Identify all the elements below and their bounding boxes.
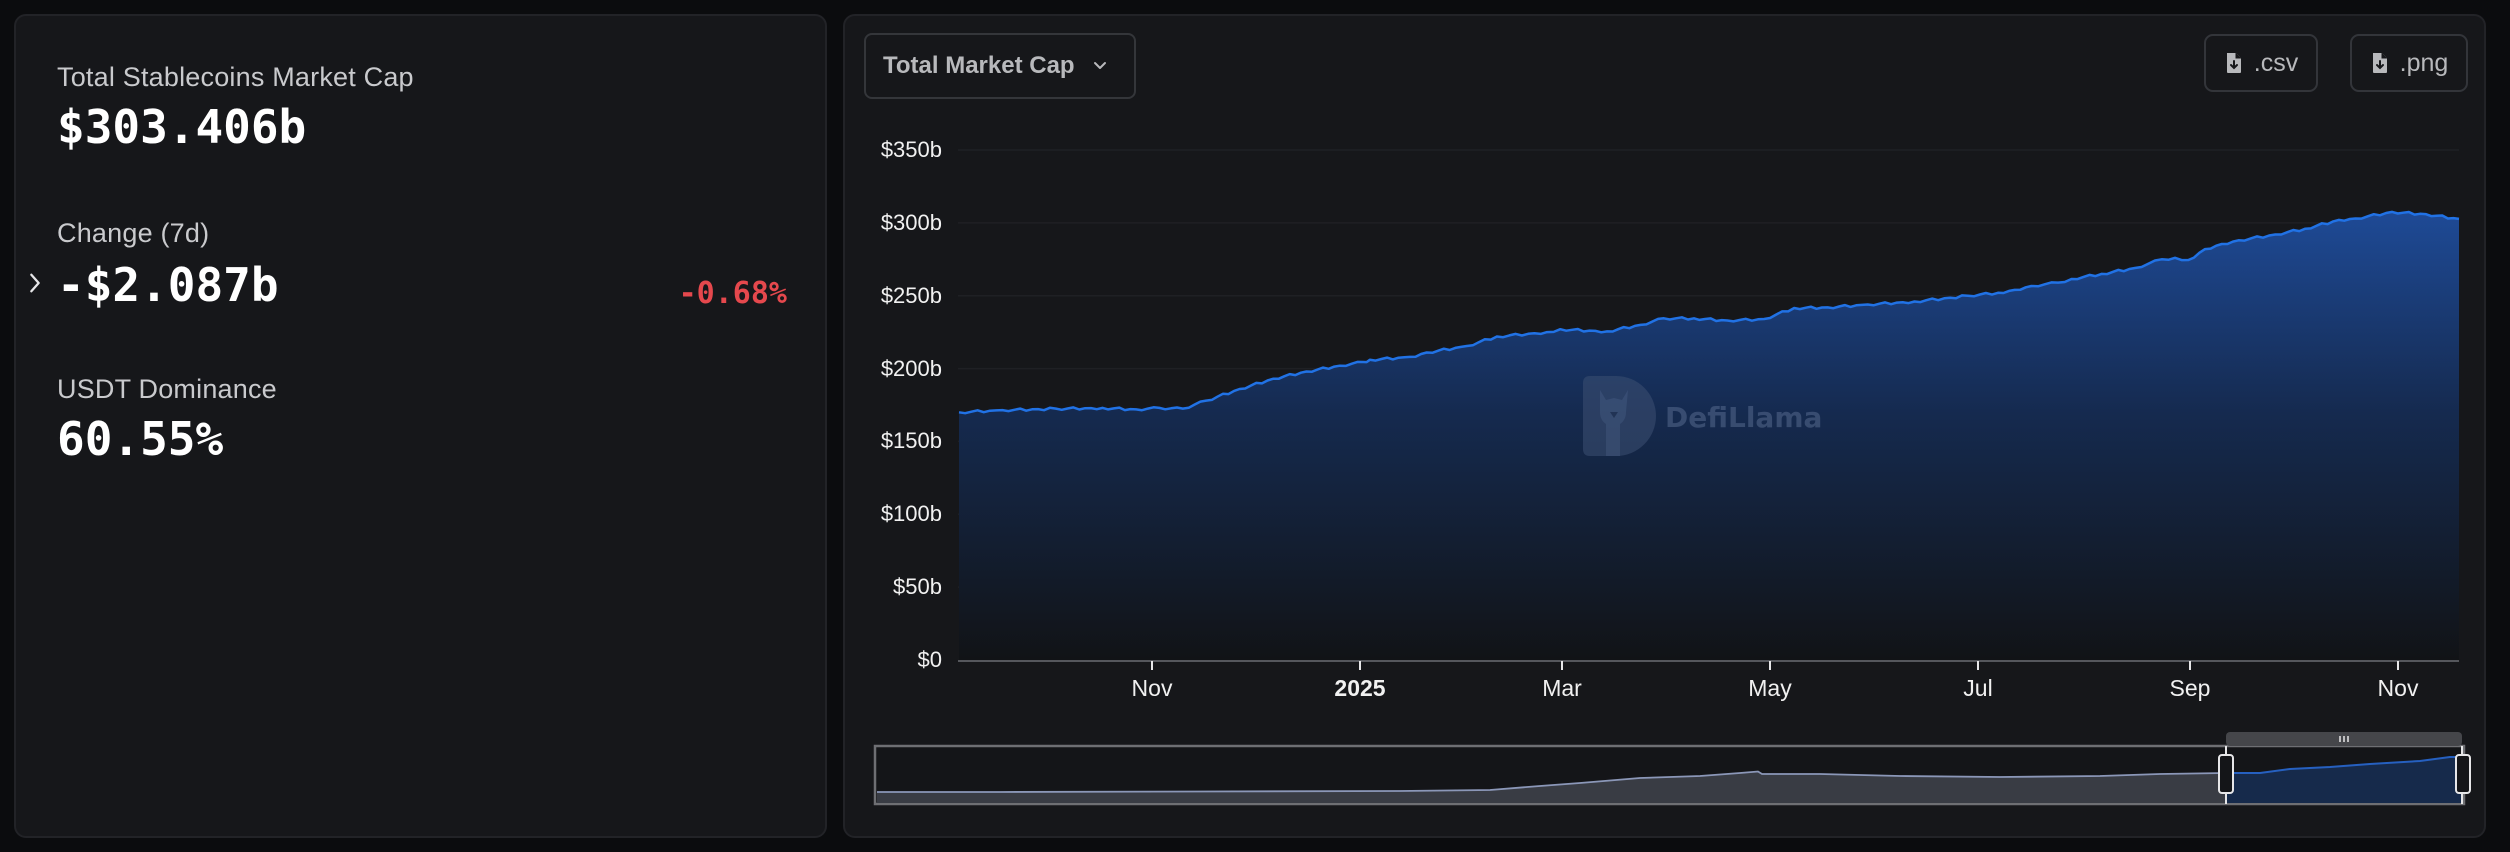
brush-right-handle[interactable] [2455, 754, 2471, 794]
x-tick-label: Sep [2169, 675, 2211, 701]
change-7d-percent: -0.68% [678, 276, 787, 311]
defillama-watermark: DefiLlama [1583, 376, 1822, 456]
y-tick-label: $50b [893, 574, 942, 600]
y-tick-label: $100b [880, 501, 942, 527]
file-download-icon [2226, 53, 2241, 73]
chevron-right-icon[interactable] [28, 272, 42, 294]
download-png-button[interactable]: .png [2350, 34, 2468, 92]
change-7d-value[interactable]: -$2.087b [57, 258, 279, 312]
y-tick-label: $200b [880, 355, 942, 381]
minimap-selected-area [2226, 757, 2462, 803]
x-tick-marks [1151, 661, 2399, 670]
file-download-icon [2372, 53, 2387, 73]
llama-logo-icon [1583, 376, 1656, 456]
change-7d-label: Change (7d) [57, 218, 210, 248]
usdt-dominance-value: 60.55% [57, 412, 224, 466]
chart-type-selected: Total Market Cap [883, 52, 1075, 79]
brush-left-handle[interactable] [2218, 754, 2234, 794]
range-brush[interactable] [873, 732, 2471, 806]
csv-label: .csv [2253, 48, 2299, 77]
area-line [958, 210, 2460, 415]
stats-panel: Total Stablecoins Market Cap $303.406b C… [14, 14, 827, 838]
market-cap-value: $303.406b [57, 100, 307, 154]
area-fill [959, 211, 2459, 660]
download-csv-button[interactable]: .csv [2204, 34, 2318, 92]
y-tick-label: $250b [880, 282, 942, 308]
watermark-text: DefiLlama [1665, 401, 1822, 434]
y-tick-label: $0 [917, 647, 942, 672]
market-cap-label: Total Stablecoins Market Cap [57, 62, 414, 92]
chevron-down-icon [1093, 62, 1106, 69]
x-tick-label: Mar [1542, 675, 1582, 701]
usdt-dominance-label: USDT Dominance [57, 374, 277, 404]
y-tick-label: $350b [880, 137, 942, 162]
x-tick-label: Jul [1963, 675, 1993, 701]
x-tick-label: Nov [1131, 675, 1173, 701]
minimap-line [877, 770, 2227, 793]
minimap-selected-line [2226, 756, 2462, 774]
y-tick-label: $300b [880, 209, 942, 235]
png-label: .png [2399, 48, 2449, 77]
x-tick-label: May [1748, 675, 1792, 701]
minimap-area [877, 771, 2226, 803]
grip-icon [2339, 736, 2349, 742]
x-tick-label: Nov [2377, 675, 2419, 701]
chart-type-dropdown[interactable]: Total Market Cap [864, 33, 1136, 99]
x-tick-label: 2025 [1334, 675, 1386, 701]
y-tick-label: $150b [880, 428, 942, 454]
